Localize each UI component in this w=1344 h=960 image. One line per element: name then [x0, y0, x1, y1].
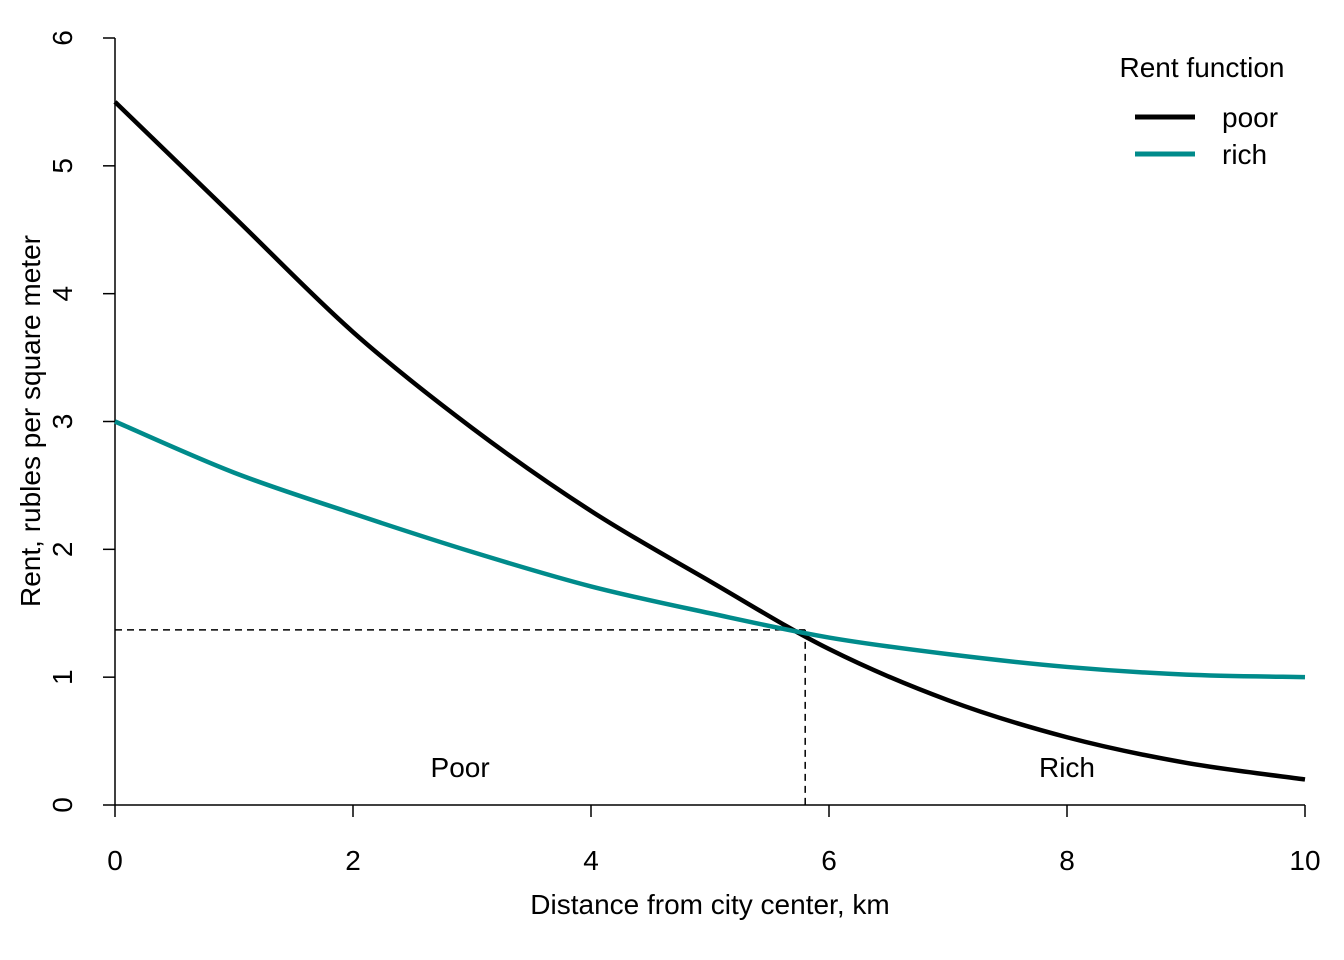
- x-tick-label: 2: [345, 845, 361, 876]
- x-axis-title: Distance from city center, km: [530, 889, 889, 920]
- x-ticks: 0 2 4 6 8 10: [107, 805, 1321, 876]
- legend-title: Rent function: [1120, 52, 1285, 83]
- legend-entries: poor rich: [1135, 102, 1278, 170]
- x-tick-label: 6: [821, 845, 837, 876]
- x-tick-label: 4: [583, 845, 599, 876]
- x-tick-label: 10: [1289, 845, 1320, 876]
- axes: 0 2 4 6 8 10 0 1 2 3 4 5 6: [47, 30, 1321, 876]
- series-line-poor: [113, 100, 1306, 782]
- y-tick-label: 3: [47, 414, 78, 430]
- legend-label-poor: poor: [1222, 102, 1278, 133]
- y-tick-label: 2: [47, 542, 78, 558]
- x-tick-label: 0: [107, 845, 123, 876]
- intersection-guides: [115, 629, 806, 805]
- region-label-poor: Poor: [431, 752, 490, 783]
- series-lines: [113, 100, 1306, 782]
- legend: Rent function poor rich: [1120, 52, 1285, 170]
- x-tick-label: 8: [1059, 845, 1075, 876]
- y-tick-label: 0: [47, 797, 78, 813]
- region-label-rich: Rich: [1039, 752, 1095, 783]
- y-ticks: 0 1 2 3 4 5 6: [47, 30, 115, 813]
- region-labels: Poor Rich: [431, 752, 1095, 783]
- y-tick-label: 6: [47, 30, 78, 46]
- legend-label-rich: rich: [1222, 139, 1267, 170]
- y-tick-label: 4: [47, 286, 78, 302]
- y-tick-label: 5: [47, 158, 78, 174]
- y-axis-title: Rent, rubles per square meter: [15, 235, 46, 607]
- series-line-rich: [114, 419, 1306, 680]
- y-tick-label: 1: [47, 669, 78, 685]
